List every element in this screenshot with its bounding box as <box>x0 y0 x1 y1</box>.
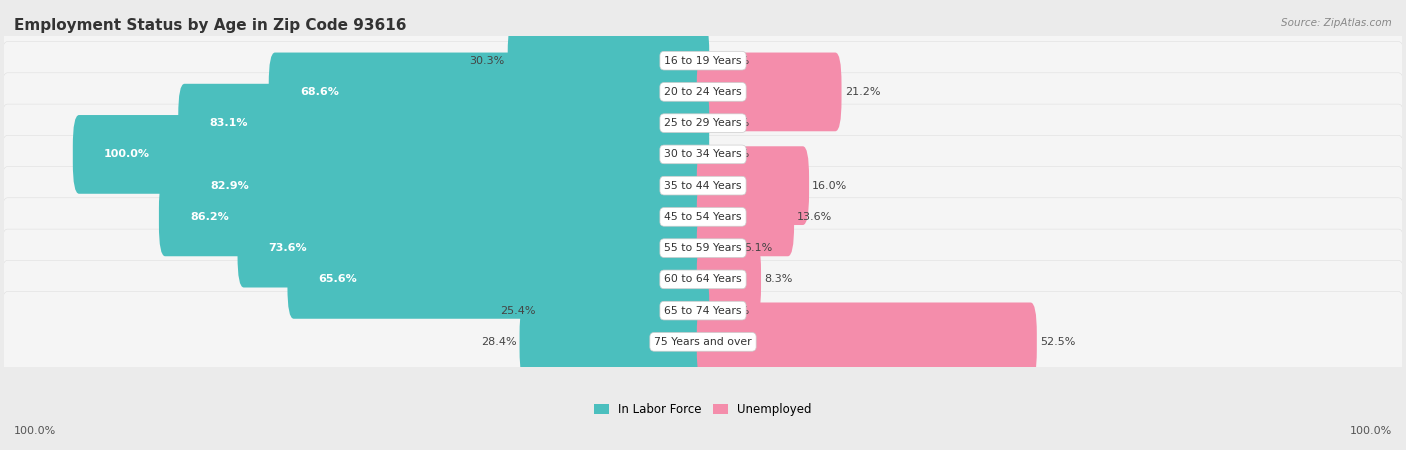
FancyBboxPatch shape <box>179 84 709 162</box>
Text: 100.0%: 100.0% <box>14 427 56 436</box>
FancyBboxPatch shape <box>0 10 1406 111</box>
Text: 30 to 34 Years: 30 to 34 Years <box>664 149 742 159</box>
Text: 30.3%: 30.3% <box>470 56 505 66</box>
FancyBboxPatch shape <box>0 168 1406 269</box>
Text: 60 to 64 Years: 60 to 64 Years <box>664 274 742 284</box>
FancyBboxPatch shape <box>287 240 709 319</box>
FancyBboxPatch shape <box>697 53 842 131</box>
Text: 8.3%: 8.3% <box>763 274 793 284</box>
Text: Source: ZipAtlas.com: Source: ZipAtlas.com <box>1281 18 1392 28</box>
Text: 25 to 29 Years: 25 to 29 Years <box>664 118 742 128</box>
FancyBboxPatch shape <box>0 137 1406 237</box>
FancyBboxPatch shape <box>0 166 1406 267</box>
FancyBboxPatch shape <box>0 199 1406 300</box>
FancyBboxPatch shape <box>0 293 1406 393</box>
Text: 86.2%: 86.2% <box>190 212 229 222</box>
Text: 28.4%: 28.4% <box>481 337 516 347</box>
FancyBboxPatch shape <box>0 41 1406 142</box>
Text: 0.0%: 0.0% <box>721 56 749 66</box>
FancyBboxPatch shape <box>697 240 761 319</box>
Legend: In Labor Force, Unemployed: In Labor Force, Unemployed <box>589 398 817 421</box>
FancyBboxPatch shape <box>180 146 709 225</box>
Text: 83.1%: 83.1% <box>209 118 247 128</box>
Text: 0.0%: 0.0% <box>721 149 749 159</box>
FancyBboxPatch shape <box>697 146 808 225</box>
FancyBboxPatch shape <box>269 53 709 131</box>
Text: 68.6%: 68.6% <box>299 87 339 97</box>
Text: 16 to 19 Years: 16 to 19 Years <box>664 56 742 66</box>
FancyBboxPatch shape <box>0 261 1406 362</box>
FancyBboxPatch shape <box>0 135 1406 236</box>
Text: 100.0%: 100.0% <box>104 149 150 159</box>
FancyBboxPatch shape <box>0 229 1406 330</box>
Text: 73.6%: 73.6% <box>269 243 308 253</box>
Text: Employment Status by Age in Zip Code 93616: Employment Status by Age in Zip Code 936… <box>14 18 406 33</box>
FancyBboxPatch shape <box>0 43 1406 144</box>
FancyBboxPatch shape <box>0 230 1406 331</box>
FancyBboxPatch shape <box>0 104 1406 205</box>
Text: 65.6%: 65.6% <box>319 274 357 284</box>
Text: 82.9%: 82.9% <box>211 180 249 191</box>
FancyBboxPatch shape <box>697 302 1036 381</box>
Text: 52.5%: 52.5% <box>1040 337 1076 347</box>
Text: 16.0%: 16.0% <box>813 180 848 191</box>
Text: 75 Years and over: 75 Years and over <box>654 337 752 347</box>
Text: 55 to 59 Years: 55 to 59 Years <box>664 243 742 253</box>
FancyBboxPatch shape <box>697 177 794 256</box>
FancyBboxPatch shape <box>508 21 709 100</box>
FancyBboxPatch shape <box>0 12 1406 112</box>
Text: 45 to 54 Years: 45 to 54 Years <box>664 212 742 222</box>
FancyBboxPatch shape <box>697 209 741 288</box>
FancyBboxPatch shape <box>73 115 709 194</box>
Text: 20 to 24 Years: 20 to 24 Years <box>664 87 742 97</box>
Text: 35 to 44 Years: 35 to 44 Years <box>664 180 742 191</box>
FancyBboxPatch shape <box>0 198 1406 298</box>
FancyBboxPatch shape <box>0 74 1406 175</box>
FancyBboxPatch shape <box>159 177 709 256</box>
FancyBboxPatch shape <box>238 209 709 288</box>
FancyBboxPatch shape <box>538 271 709 350</box>
Text: 5.1%: 5.1% <box>744 243 772 253</box>
Text: 0.0%: 0.0% <box>721 118 749 128</box>
FancyBboxPatch shape <box>0 260 1406 361</box>
Text: 65 to 74 Years: 65 to 74 Years <box>664 306 742 315</box>
FancyBboxPatch shape <box>0 73 1406 173</box>
Text: 21.2%: 21.2% <box>845 87 880 97</box>
Text: 13.6%: 13.6% <box>797 212 832 222</box>
FancyBboxPatch shape <box>520 302 709 381</box>
Text: 0.0%: 0.0% <box>721 306 749 315</box>
Text: 100.0%: 100.0% <box>1350 427 1392 436</box>
FancyBboxPatch shape <box>0 292 1406 392</box>
Text: 25.4%: 25.4% <box>499 306 536 315</box>
FancyBboxPatch shape <box>0 105 1406 206</box>
